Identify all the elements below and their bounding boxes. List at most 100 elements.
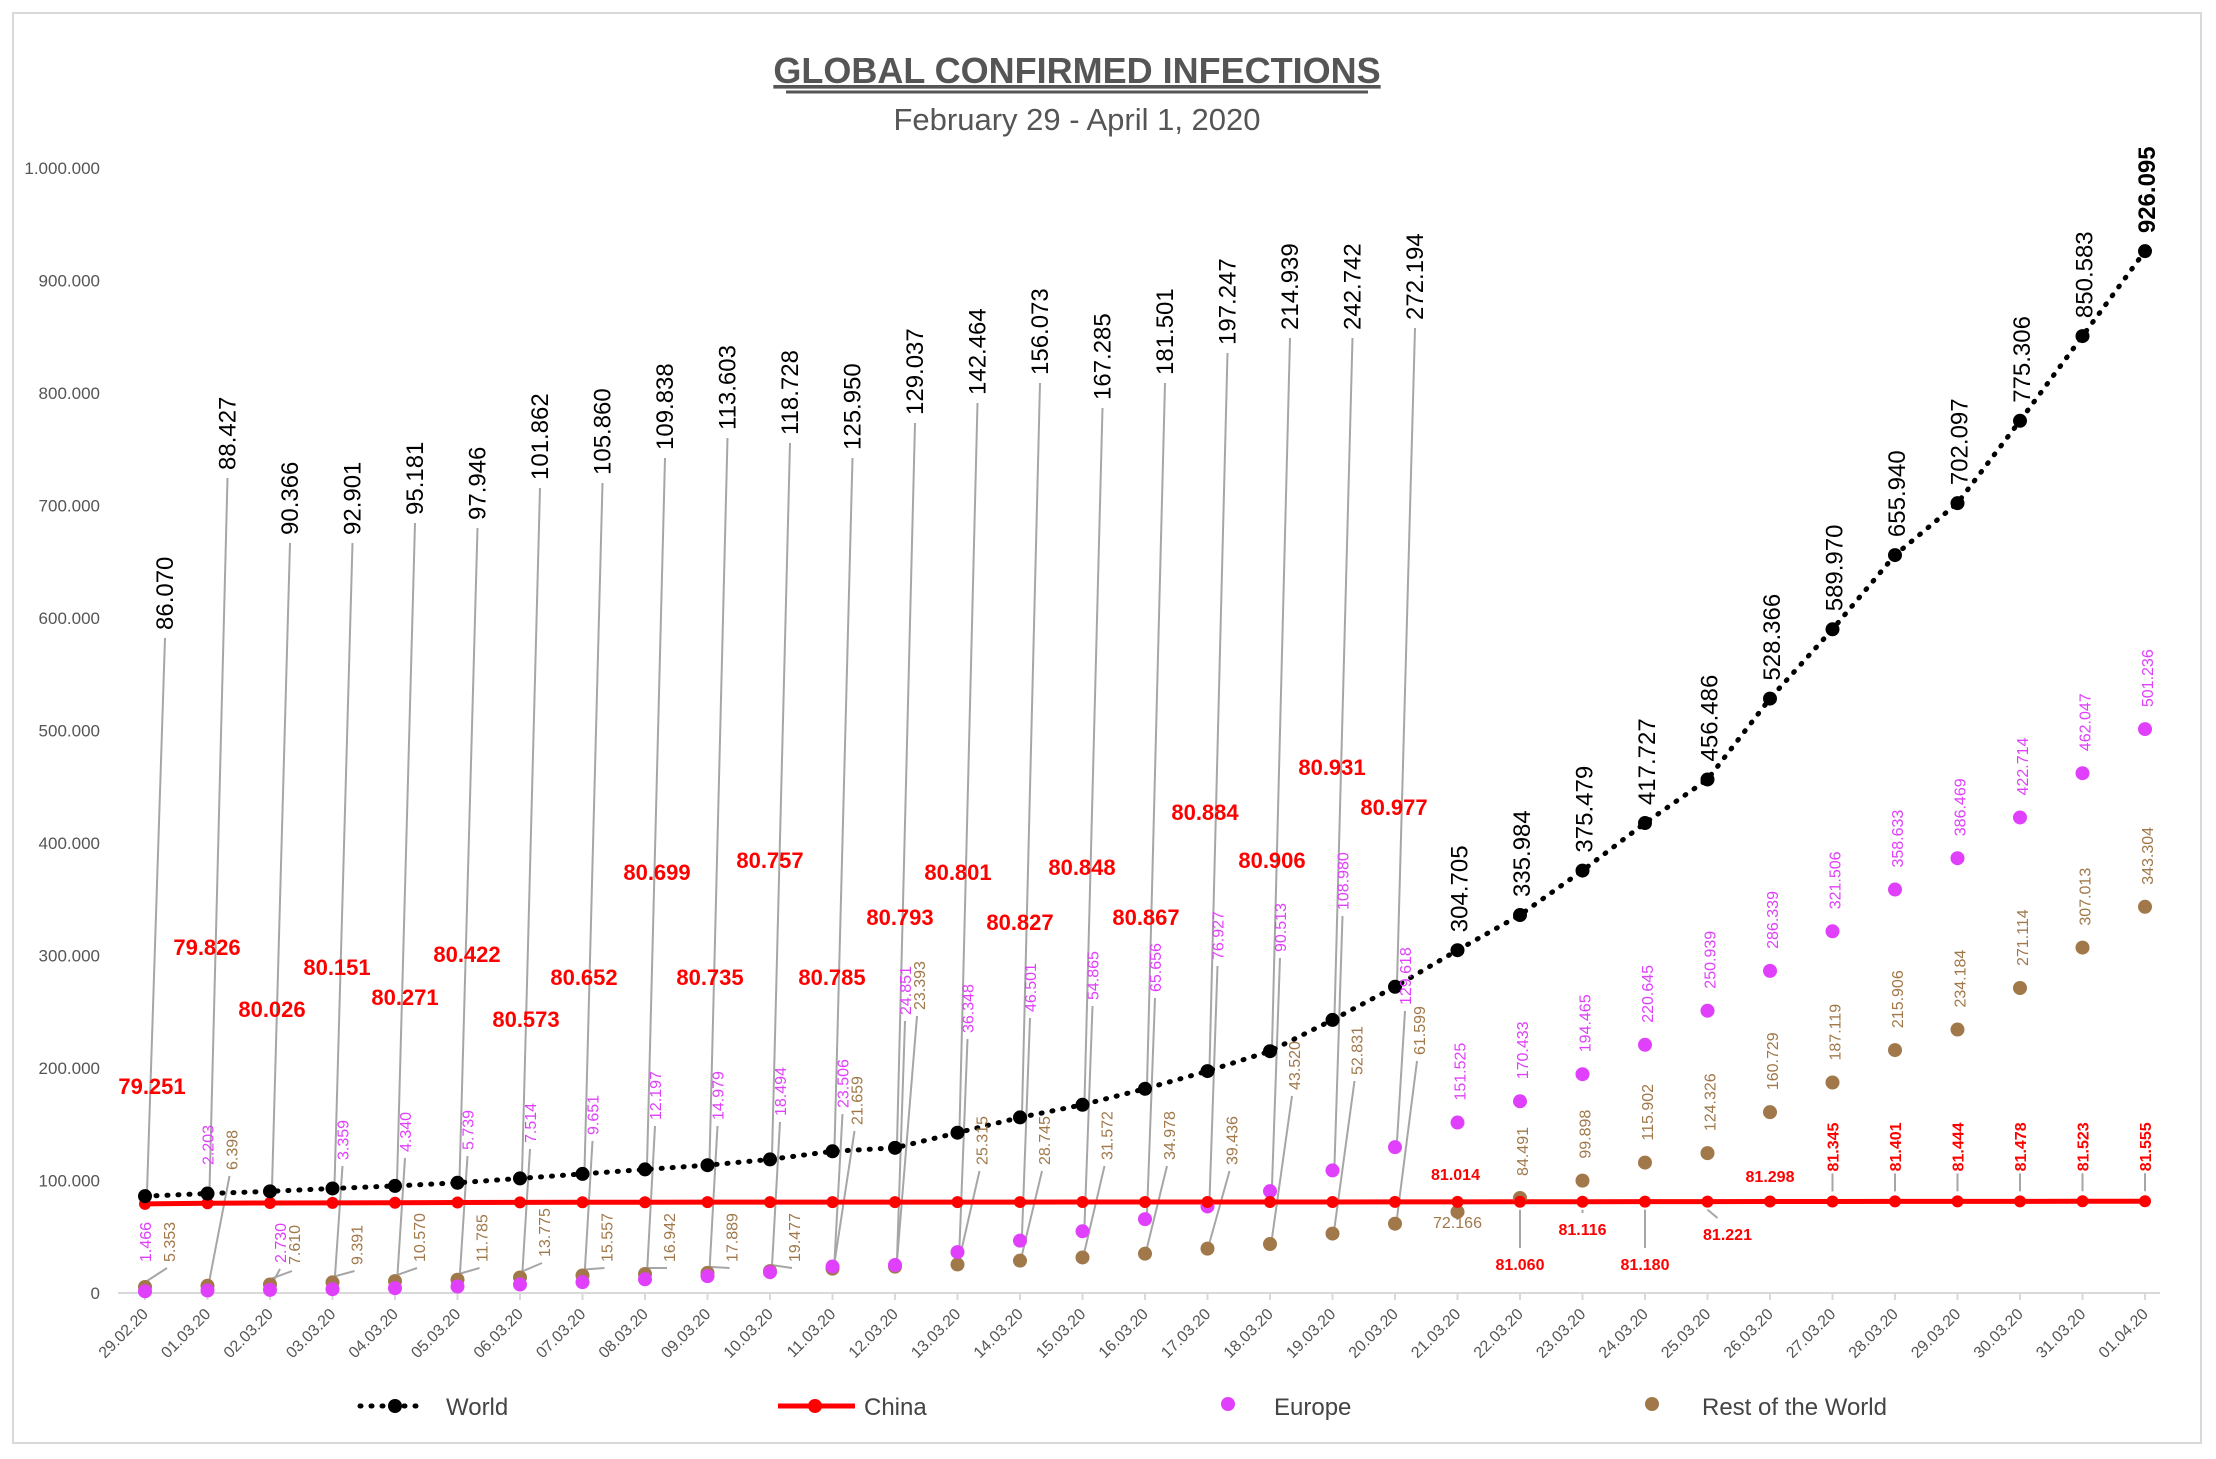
europe-data-label: 23.506	[836, 1059, 853, 1108]
rest-of-world-data-label: 124.326	[1703, 1073, 1720, 1131]
x-tick-label: 25.03.20	[1658, 1306, 1714, 1362]
world-point	[638, 1162, 652, 1177]
china-data-label: 80.151	[303, 955, 370, 980]
x-tick-label: 31.03.20	[2033, 1306, 2089, 1362]
europe-point	[263, 1282, 277, 1297]
china-point	[1764, 1195, 1776, 1208]
chart-title: GLOBAL CONFIRMED INFECTIONS	[773, 50, 1380, 91]
data-labels-layer: 86.070 88.427 90.366 92.901 95.181 97.946 101.…	[118, 146, 2161, 1274]
europe-data-label: 2.203	[201, 1125, 218, 1165]
world-data-label: 97.946	[465, 447, 492, 520]
rest-of-world-data-label: 52.831	[1350, 1026, 1367, 1075]
europe-data-label: 1.466	[138, 1222, 155, 1262]
rest-of-world-data-label: 99.898	[1578, 1110, 1595, 1159]
europe-point	[700, 1269, 715, 1284]
china-data-label: 80.848	[1048, 855, 1115, 880]
europe-point	[2013, 810, 2027, 825]
china-point	[264, 1196, 276, 1209]
world-data-label: 129.037	[902, 328, 929, 415]
world-point	[2138, 244, 2152, 259]
europe-point	[1638, 1037, 1652, 1052]
leader-line	[1083, 407, 1104, 1101]
leader-line	[958, 1038, 969, 1247]
world-data-label: 92.901	[340, 462, 367, 535]
x-tick-label: 03.03.20	[283, 1306, 339, 1362]
world-point	[263, 1184, 277, 1199]
x-tick-label: 02.03.20	[221, 1306, 277, 1362]
europe-point	[825, 1259, 840, 1274]
world-point	[1325, 1012, 1340, 1027]
rest-of-world-data-label: 28.745	[1037, 1116, 1054, 1165]
legend-world-label: World	[446, 1394, 508, 1421]
europe-point	[200, 1283, 215, 1298]
world-data-label: 125.950	[840, 363, 867, 450]
europe-point	[1263, 1184, 1277, 1199]
china-point	[1826, 1195, 1839, 1208]
china-data-label: 80.827	[986, 910, 1053, 935]
world-point	[1763, 691, 1777, 706]
leader-line	[709, 1265, 730, 1269]
rest-of-world-point	[1200, 1241, 1215, 1256]
series-layer	[138, 244, 2152, 1299]
leader-line	[271, 542, 291, 1188]
leader-line	[521, 487, 541, 1175]
leader-line	[771, 1121, 781, 1267]
china-data-label: 80.271	[371, 985, 438, 1010]
europe-data-label: 2.730	[273, 1223, 290, 1263]
world-data-label: 589.970	[1822, 525, 1849, 612]
world-data-label: 775.306	[2009, 316, 2036, 403]
china-data-label: 79.251	[118, 1074, 185, 1099]
leader-line	[521, 1262, 543, 1273]
world-data-label: 702.097	[1947, 398, 1974, 485]
europe-data-label: 7.514	[523, 1103, 540, 1143]
legend: World China Europe Rest of the World	[357, 1394, 1887, 1421]
world-point	[1950, 496, 1965, 511]
china-data-label: 80.931	[1298, 755, 1365, 780]
china-data-label: 79.826	[173, 935, 240, 960]
leader-line	[1271, 1095, 1293, 1239]
europe-data-label: 9.651	[586, 1095, 603, 1135]
rest-of-world-data-label: 6.398	[225, 1130, 242, 1170]
europe-point	[388, 1281, 402, 1296]
rest-of-world-point	[1388, 1216, 1402, 1231]
europe-point	[1075, 1224, 1090, 1239]
china-point	[951, 1196, 964, 1209]
world-data-label: 167.285	[1090, 313, 1117, 400]
rest-of-world-data-label: 17.889	[725, 1213, 742, 1262]
world-point	[1200, 1064, 1215, 1079]
legend-china-label: China	[864, 1394, 927, 1421]
leader-line	[896, 1020, 906, 1260]
world-series-line	[142, 248, 2148, 1199]
x-tick-label: 09.03.20	[658, 1306, 714, 1362]
europe-point	[1575, 1067, 1590, 1082]
rest-of-world-point	[1950, 1022, 1965, 1037]
china-point	[1264, 1195, 1276, 1208]
world-point	[1638, 816, 1652, 831]
world-data-label: 88.427	[215, 397, 242, 470]
europe-point	[638, 1272, 652, 1287]
world-data-label: 142.464	[965, 308, 992, 395]
china-point	[1514, 1195, 1526, 1208]
europe-data-label: 250.939	[1703, 931, 1720, 989]
china-data-label: 80.867	[1112, 905, 1179, 930]
leader-line	[583, 1140, 594, 1277]
china-data-label: 80.735	[676, 965, 743, 990]
world-data-label: 242.742	[1340, 243, 1367, 330]
china-point	[389, 1196, 401, 1209]
europe-point	[575, 1275, 590, 1290]
china-point	[826, 1196, 839, 1209]
world-data-label: 304.705	[1447, 845, 1474, 932]
china-data-label: 81.555	[2138, 1122, 2155, 1171]
europe-point	[950, 1245, 965, 1260]
leader-line	[1083, 1005, 1094, 1226]
leader-line	[1396, 327, 1416, 983]
china-point	[1639, 1195, 1651, 1208]
china-point	[326, 1196, 339, 1209]
europe-point	[1450, 1115, 1465, 1130]
world-data-label: 335.984	[1509, 810, 1536, 897]
world-point	[763, 1152, 777, 1167]
china-data-label: 80.652	[550, 965, 617, 990]
world-point	[1513, 908, 1527, 923]
rest-of-world-point	[1013, 1253, 1027, 1268]
